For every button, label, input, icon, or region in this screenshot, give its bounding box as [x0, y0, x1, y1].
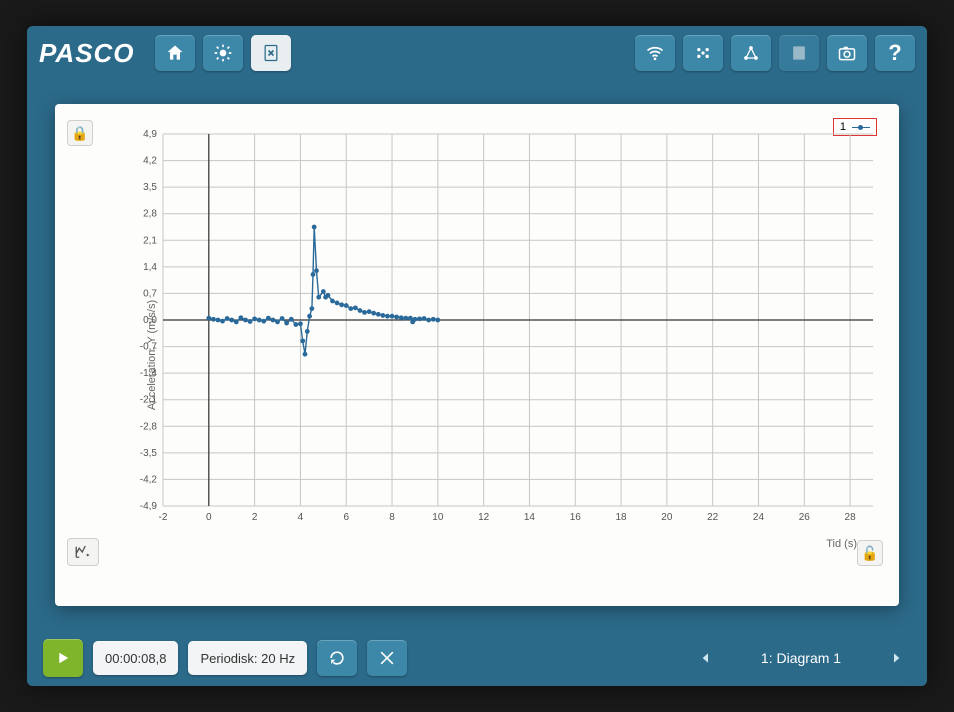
svg-text:22: 22	[707, 512, 719, 523]
svg-text:6: 6	[343, 512, 349, 523]
svg-text:-4,2: -4,2	[140, 474, 158, 485]
camera-button[interactable]	[827, 35, 867, 71]
svg-text:2: 2	[252, 512, 258, 523]
page-title[interactable]: 1: Diagram 1	[731, 650, 871, 666]
svg-text:-1,4: -1,4	[140, 368, 158, 379]
refresh-icon	[327, 648, 347, 668]
legend-swatch	[852, 127, 870, 128]
svg-text:0: 0	[206, 512, 212, 523]
svg-text:28: 28	[845, 512, 857, 523]
logo: PASCO	[39, 38, 135, 69]
tools-button[interactable]	[367, 640, 407, 676]
notebook-button[interactable]	[779, 35, 819, 71]
svg-text:-3,5: -3,5	[140, 448, 158, 459]
sensors-icon	[693, 43, 713, 63]
delete-page-button[interactable]	[251, 35, 291, 71]
chart-mode-icon	[73, 543, 93, 561]
camera-icon	[837, 43, 857, 63]
svg-text:8: 8	[389, 512, 395, 523]
wifi-icon	[645, 43, 665, 63]
notebook-icon	[789, 43, 809, 63]
svg-text:24: 24	[753, 512, 765, 523]
page-navigator: 1: Diagram 1	[691, 643, 911, 673]
wifi-button[interactable]	[635, 35, 675, 71]
svg-text:3,5: 3,5	[143, 182, 157, 193]
svg-text:12: 12	[478, 512, 490, 523]
prev-page-button[interactable]	[691, 643, 721, 673]
svg-text:4,9: 4,9	[143, 130, 157, 140]
svg-text:-4,9: -4,9	[140, 501, 158, 512]
svg-text:16: 16	[570, 512, 582, 523]
top-toolbar: PASCO ?	[27, 26, 927, 80]
chart-svg: 0246810121416182022242628-24,94,23,52,82…	[125, 130, 877, 528]
app-frame: PASCO ? �	[27, 26, 927, 686]
svg-text:0,7: 0,7	[143, 288, 157, 299]
play-icon	[54, 649, 72, 667]
network-button[interactable]	[731, 35, 771, 71]
home-button[interactable]	[155, 35, 195, 71]
sample-mode-value: Periodisk: 20 Hz	[200, 651, 295, 666]
x-axis-label: Tid (s)	[826, 538, 857, 550]
sample-mode-display[interactable]: Periodisk: 20 Hz	[188, 641, 307, 675]
plot-area[interactable]: 0246810121416182022242628-24,94,23,52,82…	[125, 130, 877, 528]
svg-text:1,4: 1,4	[143, 262, 157, 273]
lock-icon: 🔒	[71, 125, 88, 142]
brightness-button[interactable]	[203, 35, 243, 71]
svg-text:14: 14	[524, 512, 536, 523]
refresh-button[interactable]	[317, 640, 357, 676]
svg-text:20: 20	[661, 512, 673, 523]
play-button[interactable]	[43, 639, 83, 677]
svg-text:0,0: 0,0	[143, 315, 157, 326]
home-icon	[165, 43, 185, 63]
help-icon: ?	[888, 40, 901, 66]
sensors-button[interactable]	[683, 35, 723, 71]
chart-panel: 🔒 1 Acceleration, Y (m/s/s) Tid (s) 0246…	[55, 104, 899, 606]
svg-text:10: 10	[432, 512, 444, 523]
svg-text:2,8: 2,8	[143, 209, 157, 220]
tools-icon	[377, 648, 397, 668]
chevron-right-icon	[888, 650, 904, 666]
next-page-button[interactable]	[881, 643, 911, 673]
help-button[interactable]: ?	[875, 35, 915, 71]
svg-text:18: 18	[616, 512, 628, 523]
brightness-icon	[213, 43, 233, 63]
svg-text:-2,8: -2,8	[140, 421, 158, 432]
lock-x-axis-button[interactable]: 🔓	[857, 540, 883, 566]
chevron-left-icon	[698, 650, 714, 666]
time-value: 00:00:08,8	[105, 651, 166, 666]
svg-text:26: 26	[799, 512, 811, 523]
svg-text:2,1: 2,1	[143, 235, 157, 246]
svg-text:-2: -2	[159, 512, 168, 523]
unlock-icon: 🔓	[861, 545, 878, 562]
svg-text:4: 4	[298, 512, 304, 523]
delete-page-icon	[261, 43, 281, 63]
chart-mode-button[interactable]	[67, 538, 99, 566]
network-icon	[741, 43, 761, 63]
svg-text:-0,7: -0,7	[140, 342, 158, 353]
lock-y-axis-button[interactable]: 🔒	[67, 120, 93, 146]
main-area: 🔒 1 Acceleration, Y (m/s/s) Tid (s) 0246…	[27, 80, 927, 630]
svg-text:-2,1: -2,1	[140, 395, 158, 406]
svg-text:4,2: 4,2	[143, 156, 157, 167]
bottom-toolbar: 00:00:08,8 Periodisk: 20 Hz 1: Diagram 1	[27, 630, 927, 686]
time-display: 00:00:08,8	[93, 641, 178, 675]
